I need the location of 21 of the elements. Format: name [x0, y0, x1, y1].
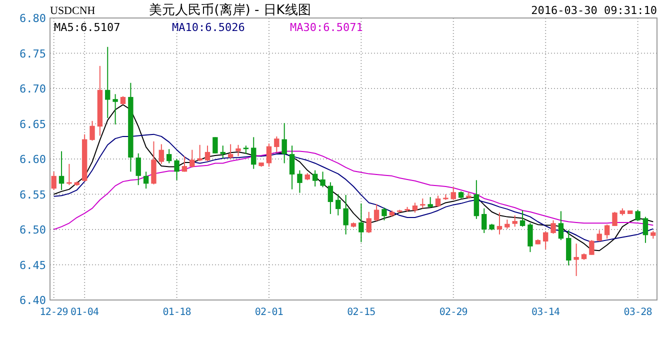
x-tick-label: 03-28	[624, 307, 652, 318]
y-tick-label: 6.50	[20, 224, 46, 236]
x-tick-label: 12-29	[40, 307, 68, 318]
x-tick-label: 01-18	[162, 307, 192, 318]
x-tick-label: 03-14	[532, 307, 560, 318]
y-tick-label: 6.55	[20, 188, 46, 202]
x-tick-label: 02-01	[254, 307, 284, 318]
y-tick-label: 6.65	[20, 118, 46, 131]
y-tick-label: 6.75	[20, 47, 46, 60]
x-tick-label: 01-04	[70, 307, 100, 318]
y-tick-label: 6.40	[20, 294, 46, 307]
y-tick-label: 6.70	[20, 82, 46, 96]
x-tick-label: 02-15	[347, 307, 376, 318]
text: 2016-03-30 09:31:10	[531, 4, 657, 17]
chart-title: 美元人民币(离岸) - 日K线图	[149, 2, 311, 18]
y-tick-label: 6.80	[20, 12, 46, 25]
y-tick-label: 6.45	[20, 258, 46, 272]
y-tick-label: 6.60	[20, 153, 46, 166]
chart-subtitle: USDCNH	[50, 5, 96, 17]
legend: MA5:6.5107 MA10:6.5026 MA30:6.5071	[54, 21, 363, 34]
x-tick-label: 02-29	[439, 307, 468, 318]
